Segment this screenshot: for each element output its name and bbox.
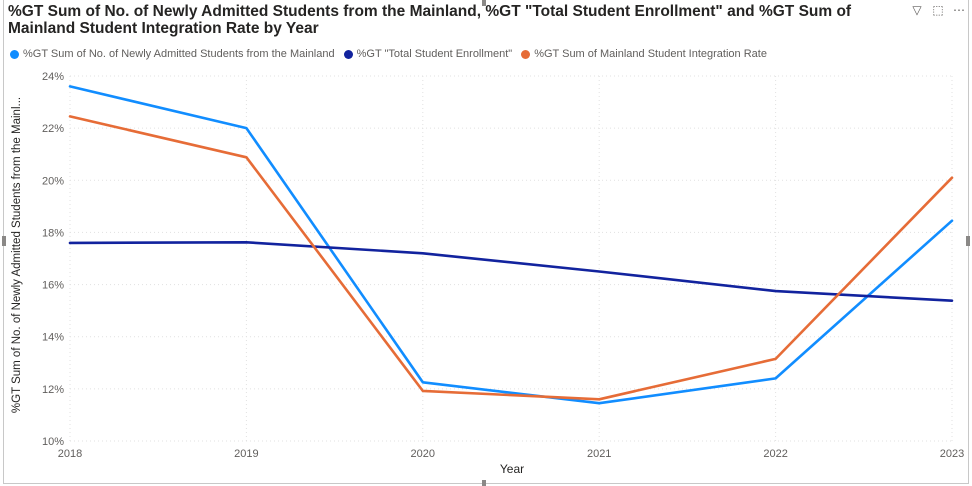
legend-marker: [10, 49, 19, 59]
more-options-icon[interactable]: ⋯: [953, 3, 965, 17]
y-tick-label: 22%: [42, 123, 64, 135]
y-tick-label: 18%: [42, 227, 64, 239]
y-tick-label: 10%: [42, 436, 64, 448]
resize-handle-right[interactable]: [966, 236, 970, 246]
y-tick-label: 16%: [42, 280, 64, 292]
y-tick-label: 12%: [42, 384, 64, 396]
x-tick-label: 2022: [763, 448, 787, 460]
chart-legend: %GT Sum of No. of Newly Admitted Student…: [10, 48, 767, 60]
resize-handle-bottom[interactable]: [482, 480, 486, 486]
legend-item[interactable]: %GT Sum of No. of Newly Admitted Student…: [10, 48, 335, 60]
legend-label: %GT Sum of No. of Newly Admitted Student…: [23, 48, 335, 60]
legend-label: %GT Sum of Mainland Student Integration …: [534, 48, 767, 60]
resize-handle-top[interactable]: [482, 0, 486, 6]
x-tick-label: 2023: [940, 448, 964, 460]
legend-label: %GT "Total Student Enrollment": [356, 48, 513, 60]
chart-title: %GT Sum of No. of Newly Admitted Student…: [8, 3, 852, 37]
y-tick-label: 14%: [42, 332, 64, 344]
legend-item[interactable]: %GT "Total Student Enrollment": [343, 48, 513, 60]
x-tick-label: 2020: [411, 448, 435, 460]
series-line: [68, 115, 954, 401]
legend-marker: [521, 49, 531, 59]
focus-mode-icon[interactable]: ⬚: [932, 3, 944, 17]
legend-marker: [343, 49, 353, 59]
series-line: [68, 85, 954, 405]
visual-header: ▽ ⬚ ⋯: [910, 3, 966, 17]
filter-icon[interactable]: ▽: [912, 3, 922, 17]
x-tick-label: 2019: [234, 448, 258, 460]
y-tick-label: 24%: [42, 71, 64, 83]
series-line: [68, 241, 954, 303]
y-tick-label: 20%: [42, 175, 64, 187]
legend-item[interactable]: %GT Sum of Mainland Student Integration …: [521, 48, 767, 60]
x-tick-label: 2021: [587, 448, 611, 460]
resize-handle-left[interactable]: [2, 236, 6, 246]
x-tick-label: 2018: [58, 448, 82, 460]
x-axis-label: Year: [499, 462, 525, 476]
